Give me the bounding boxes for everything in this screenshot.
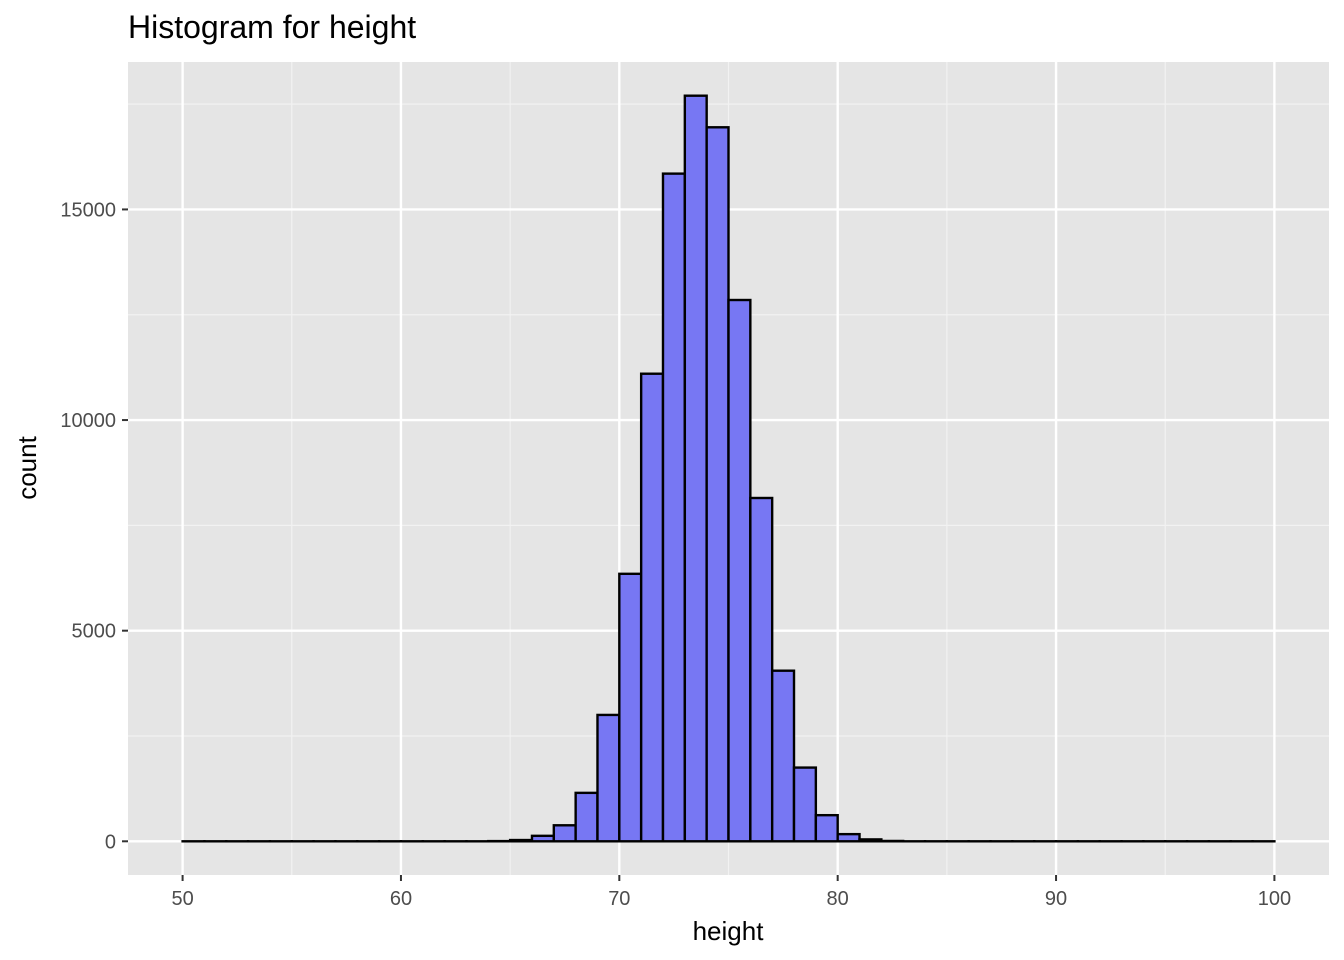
histogram-bar bbox=[596, 713, 621, 843]
histogram-bar bbox=[661, 172, 687, 843]
histogram-bar bbox=[814, 813, 839, 843]
histogram-bar bbox=[552, 824, 577, 843]
histogram-bar bbox=[574, 791, 599, 843]
y-axis-ticks: 0 5000 10000 15000 bbox=[60, 199, 128, 853]
histogram-bar bbox=[749, 496, 774, 843]
histogram-bar bbox=[508, 838, 534, 843]
histogram-bar bbox=[530, 834, 556, 843]
histogram-bar bbox=[727, 298, 752, 843]
chart-title: Histogram for height bbox=[128, 9, 416, 45]
x-tick-label: 50 bbox=[171, 888, 193, 910]
x-axis-title: height bbox=[693, 916, 765, 946]
y-tick-label: 0 bbox=[105, 831, 116, 853]
x-tick-label: 80 bbox=[827, 888, 849, 910]
y-tick-label: 5000 bbox=[72, 621, 117, 643]
y-tick-label: 10000 bbox=[60, 410, 116, 432]
x-tick-label: 60 bbox=[390, 888, 412, 910]
x-tick-label: 100 bbox=[1258, 888, 1291, 910]
histogram-bar bbox=[639, 372, 665, 843]
histogram-bars bbox=[181, 94, 1276, 843]
y-tick-label: 15000 bbox=[60, 199, 116, 221]
histogram-bar bbox=[770, 669, 796, 843]
histogram-bar bbox=[792, 766, 818, 843]
x-tick-label: 70 bbox=[608, 888, 630, 910]
histogram-bar bbox=[836, 832, 861, 843]
histogram-bar bbox=[705, 126, 730, 843]
y-axis-title: count bbox=[12, 435, 42, 499]
x-axis-ticks: 50 60 70 80 90 100 bbox=[171, 875, 1291, 910]
x-tick-label: 90 bbox=[1045, 888, 1067, 910]
histogram-bar bbox=[858, 838, 883, 843]
histogram-bar bbox=[618, 572, 643, 843]
histogram-bar bbox=[683, 94, 708, 843]
